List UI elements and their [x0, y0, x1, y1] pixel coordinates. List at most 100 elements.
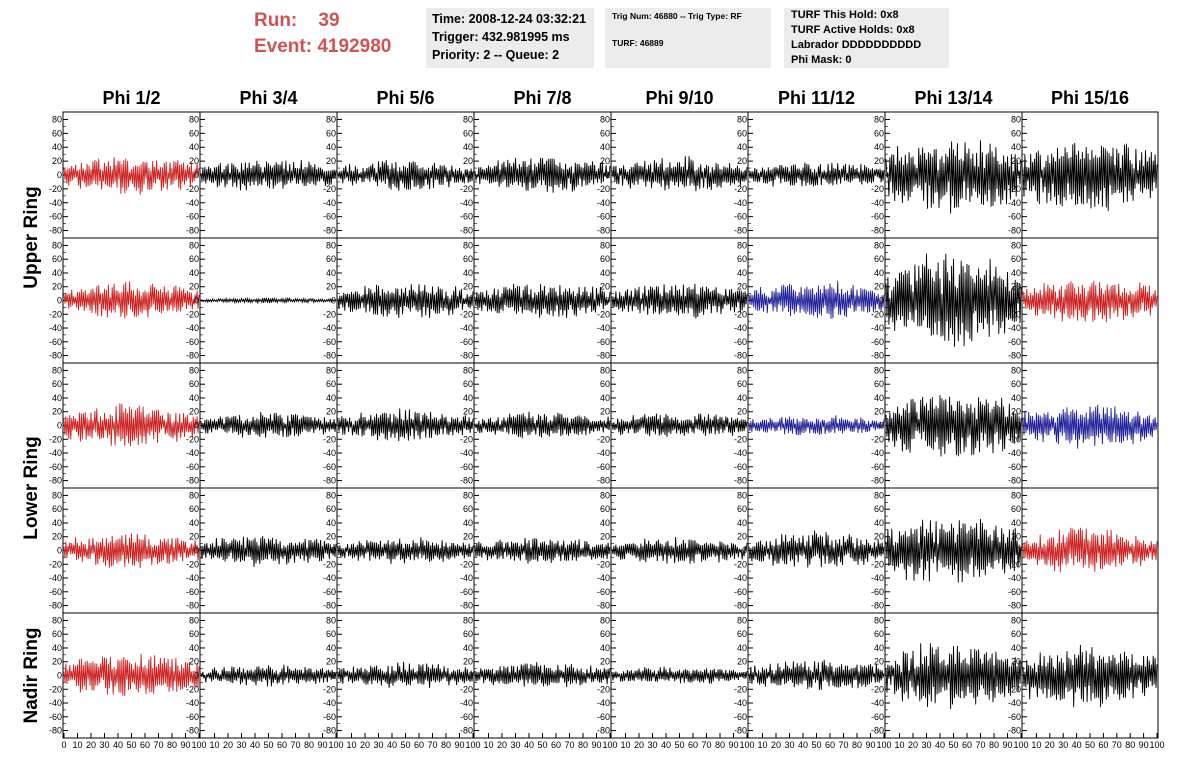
y-tick-label-r3-c3--20: -20 — [323, 434, 336, 444]
y-tick-label-r4-c6-20: 20 — [737, 532, 747, 542]
y-tick-label-r2-c4-80: 80 — [463, 240, 473, 250]
y-tick-label-r5-c4-20: 20 — [463, 657, 473, 667]
trig-num-text: Trig Num: 46880 -- Trig Type: RF — [612, 11, 742, 21]
y-tick-label-r1-c4--60: -60 — [460, 212, 473, 222]
waveform-r5-c3 — [337, 661, 474, 689]
x-tick-label-c5-30: 30 — [647, 740, 657, 750]
y-tick-label-r1-c3-20: 20 — [326, 156, 336, 166]
y-tick-label-r5-c3-60: 60 — [326, 629, 336, 639]
waveform-r3-c8 — [1022, 404, 1158, 449]
y-tick-label-r2-c7--80: -80 — [871, 351, 884, 361]
y-tick-label-r2-c2-60: 60 — [189, 254, 199, 264]
y-tick-label-r4-c3--20: -20 — [323, 559, 336, 569]
y-tick-label-r5-c4-80: 80 — [463, 615, 473, 625]
y-tick-label-r3-c5-20: 20 — [600, 407, 610, 417]
y-tick-label-r3-c8-60: 60 — [1011, 379, 1021, 389]
waveform-r1-c5 — [611, 156, 748, 192]
x-tick-label-c7-30: 30 — [921, 740, 931, 750]
y-tick-label-r3-c5--40: -40 — [597, 448, 610, 458]
y-tick-label-r1-c3--20: -20 — [323, 184, 336, 194]
x-tick-label-c2-70: 70 — [290, 740, 300, 750]
y-tick-label-r3-c3--80: -80 — [323, 476, 336, 486]
y-tick-label-r5-c8-40: 40 — [1011, 643, 1021, 653]
y-tick-label-r2-c7--20: -20 — [871, 309, 884, 319]
y-tick-label-r3-c4--60: -60 — [460, 462, 473, 472]
waveform-r2-c8 — [1022, 280, 1158, 323]
y-tick-label-r2-c2--80: -80 — [186, 351, 199, 361]
y-tick-label-r3-c3--40: -40 — [323, 448, 336, 458]
y-tick-label-r2-c1--60: -60 — [49, 337, 62, 347]
y-tick-label-r2-c5-20: 20 — [600, 282, 610, 292]
x-tick-label-c1-20: 20 — [86, 740, 96, 750]
y-tick-label-r4-c5--80: -80 — [597, 601, 610, 611]
y-tick-label-r1-c1-20: 20 — [52, 156, 62, 166]
x-tick-label-c4-60: 60 — [551, 740, 561, 750]
y-tick-label-r1-c8-40: 40 — [1011, 142, 1021, 152]
y-tick-label-r1-c4-80: 80 — [463, 114, 473, 124]
y-tick-label-r2-c4--60: -60 — [460, 337, 473, 347]
y-tick-label-r5-c2--60: -60 — [186, 712, 199, 722]
y-tick-label-r2-c1--40: -40 — [49, 323, 62, 333]
waveform-r5-c1 — [63, 653, 200, 697]
y-tick-label-r2-c4--40: -40 — [460, 323, 473, 333]
x-tick-label-c4-10: 10 — [483, 740, 493, 750]
y-tick-label-r4-c6--60: -60 — [734, 587, 747, 597]
y-tick-label-r3-c1--80: -80 — [49, 476, 62, 486]
y-tick-label-r5-c1--20: -20 — [49, 684, 62, 694]
y-tick-label-r2-c8--80: -80 — [1008, 351, 1021, 361]
waveform-r2-c6 — [748, 280, 885, 319]
y-tick-label-r3-c6-0: 0 — [742, 421, 747, 431]
x-tick-label-c8-20: 20 — [1045, 740, 1055, 750]
y-tick-label-r2-c5-40: 40 — [600, 268, 610, 278]
x-tick-label-c5-40: 40 — [661, 740, 671, 750]
y-tick-label-r2-c2-80: 80 — [189, 240, 199, 250]
y-tick-label-r2-c3-80: 80 — [326, 240, 336, 250]
y-tick-label-r1-c2-80: 80 — [189, 114, 199, 124]
y-tick-label-r1-c8-20: 20 — [1011, 156, 1021, 166]
y-tick-label-r4-c3-80: 80 — [326, 490, 336, 500]
y-tick-label-r3-c3--60: -60 — [323, 462, 336, 472]
y-tick-label-r5-c7-0: 0 — [879, 671, 884, 681]
y-tick-label-r3-c7--80: -80 — [871, 476, 884, 486]
y-tick-label-r5-c4-40: 40 — [463, 643, 473, 653]
x-tick-label-c7-50: 50 — [948, 740, 958, 750]
y-tick-label-r5-c8--20: -20 — [1008, 684, 1021, 694]
y-tick-label-r4-c7--60: -60 — [871, 587, 884, 597]
waveform-r4-c8 — [1022, 527, 1158, 573]
y-tick-label-r3-c5-60: 60 — [600, 379, 610, 389]
x-tick-label-c1-30: 30 — [99, 740, 109, 750]
y-tick-label-r3-c2-0: 0 — [194, 421, 199, 431]
y-tick-label-r3-c2-40: 40 — [189, 393, 199, 403]
x-tick-label-c5-50: 50 — [674, 740, 684, 750]
waveform-r2-c3 — [337, 284, 474, 318]
y-tick-label-r5-c6--20: -20 — [734, 684, 747, 694]
y-tick-label-r1-c8-80: 80 — [1011, 114, 1021, 124]
y-tick-label-r4-c6-0: 0 — [742, 546, 747, 556]
y-tick-label-r2-c6--40: -40 — [734, 323, 747, 333]
y-tick-label-r5-c2--20: -20 — [186, 684, 199, 694]
y-tick-label-r1-c3-80: 80 — [326, 114, 336, 124]
y-tick-label-r2-c1--80: -80 — [49, 351, 62, 361]
y-tick-label-r5-c1-0: 0 — [57, 671, 62, 681]
x-tick-label-c7-90: 90 — [1002, 740, 1012, 750]
y-tick-label-r2-c7-60: 60 — [874, 254, 884, 264]
y-tick-label-r1-c6-40: 40 — [737, 142, 747, 152]
y-tick-label-r5-c5--40: -40 — [597, 698, 610, 708]
y-tick-label-r1-c5-20: 20 — [600, 156, 610, 166]
waveform-r4-c1 — [63, 533, 200, 569]
y-tick-label-r5-c8-0: 0 — [1016, 671, 1021, 681]
y-tick-label-r1-c1-40: 40 — [52, 142, 62, 152]
y-tick-label-r4-c3-60: 60 — [326, 504, 336, 514]
y-tick-label-r5-c6-20: 20 — [737, 657, 747, 667]
y-tick-label-r4-c1--20: -20 — [49, 559, 62, 569]
y-tick-label-r4-c1-20: 20 — [52, 532, 62, 542]
y-tick-label-r2-c5-80: 80 — [600, 240, 610, 250]
y-tick-label-r2-c2-20: 20 — [189, 282, 199, 292]
y-tick-label-r4-c5--40: -40 — [597, 573, 610, 583]
y-tick-label-r4-c7-0: 0 — [879, 546, 884, 556]
y-tick-label-r4-c4-60: 60 — [463, 504, 473, 514]
y-tick-label-r2-c6-40: 40 — [737, 268, 747, 278]
waveform-r4-c2 — [200, 536, 337, 567]
y-tick-label-r4-c2--40: -40 — [186, 573, 199, 583]
y-tick-label-r3-c8--20: -20 — [1008, 434, 1021, 444]
